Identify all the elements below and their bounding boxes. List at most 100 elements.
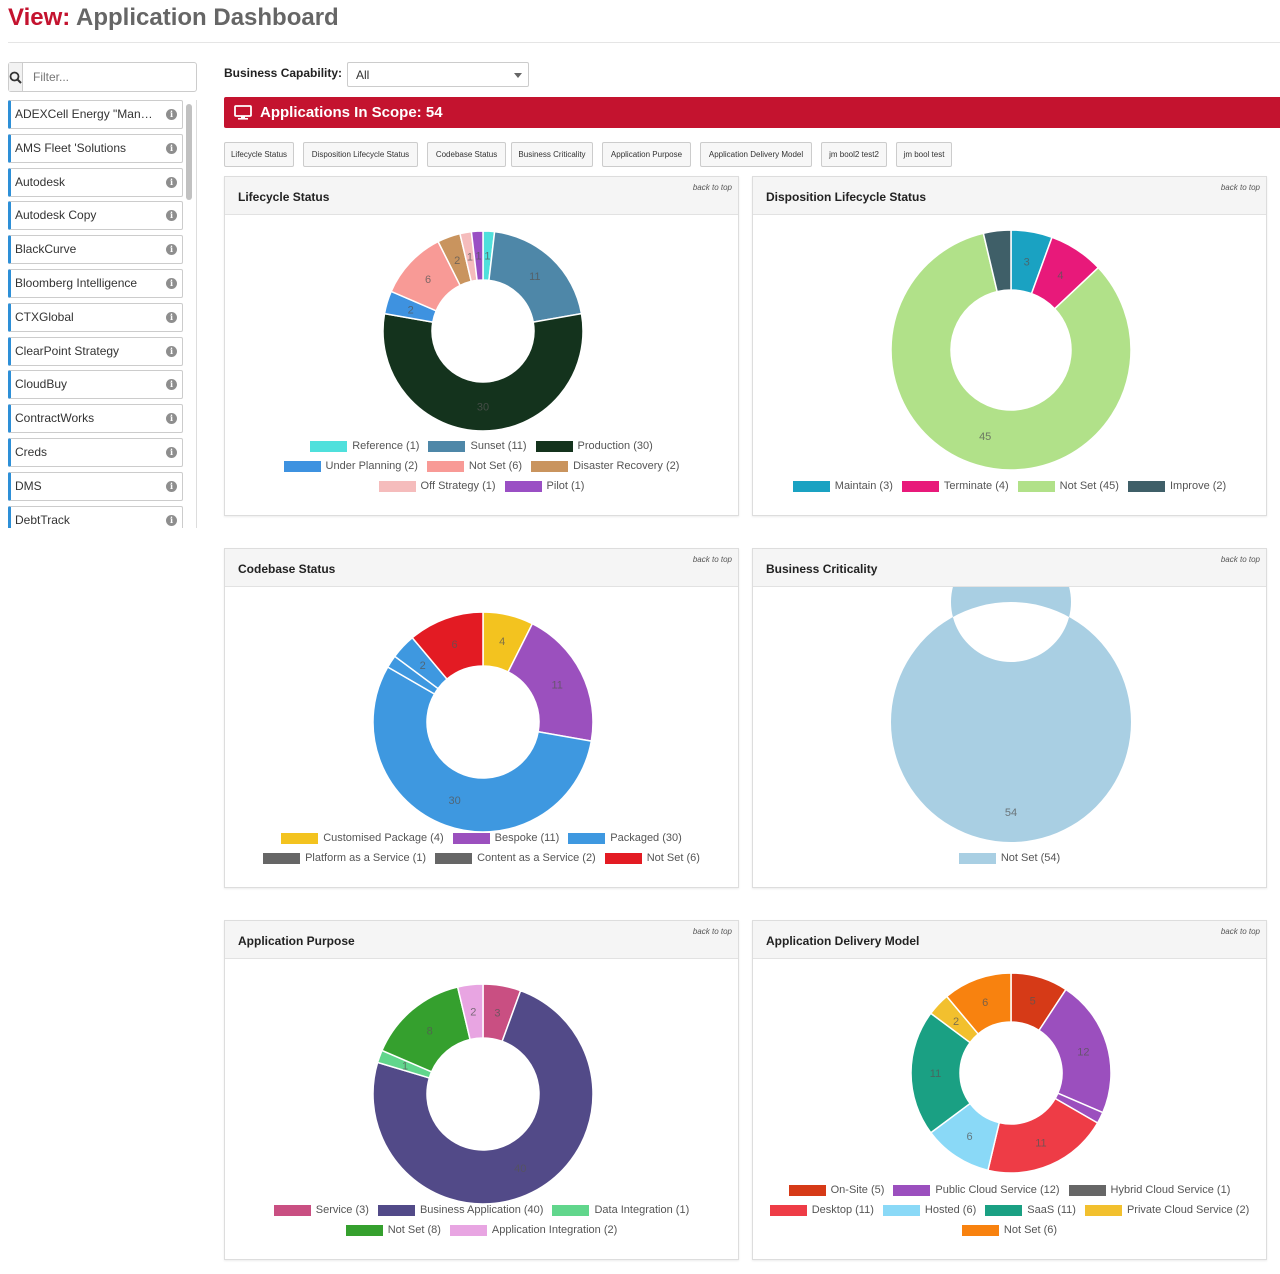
info-icon[interactable]: i	[166, 480, 177, 492]
legend-swatch	[961, 1224, 999, 1236]
legend-item[interactable]: Reference (1)	[310, 440, 419, 452]
legend-item[interactable]: SaaS (11)	[985, 1204, 1076, 1216]
legend-item[interactable]: Hybrid Cloud Service (1)	[1068, 1184, 1230, 1196]
application-list-item[interactable]: DebtTrack i	[8, 505, 183, 528]
info-icon[interactable]: i	[166, 142, 177, 154]
legend-item[interactable]: Data Integration (1)	[552, 1204, 689, 1216]
search-input[interactable]	[23, 63, 198, 91]
slice-value-label: 3	[494, 1007, 500, 1019]
back-to-top-link[interactable]: back to top	[692, 927, 732, 936]
info-icon[interactable]: i	[166, 514, 177, 526]
legend-item[interactable]: Not Set (6)	[961, 1224, 1057, 1236]
legend-item[interactable]: Hosted (6)	[882, 1204, 976, 1216]
donut-slice[interactable]	[382, 312, 584, 432]
application-list-item[interactable]: ADEXCell Energy "Manager" i	[8, 100, 183, 129]
application-name: ContractWorks	[15, 411, 95, 426]
tab-codebase-status[interactable]: Codebase Status	[427, 142, 506, 167]
tab-jm-bool2-test2[interactable]: jm bool2 test2	[821, 142, 887, 167]
legend-item[interactable]: Service (3)	[273, 1204, 369, 1216]
info-icon[interactable]: i	[166, 345, 177, 357]
panel-business-criticality: Business Criticality back to top 54 Not S…	[752, 548, 1267, 888]
donut-slice[interactable]	[891, 587, 1131, 842]
back-to-top-link[interactable]: back to top	[692, 555, 732, 564]
tab-lifecycle-status[interactable]: Lifecycle Status	[224, 142, 294, 167]
legend-item[interactable]: Improve (2)	[1127, 480, 1226, 492]
sidebar-scrollbar[interactable]	[186, 104, 192, 200]
info-icon[interactable]: i	[166, 277, 177, 289]
donut-slice[interactable]	[372, 665, 593, 833]
legend-item[interactable]: Terminate (4)	[901, 480, 1009, 492]
tab-application-purpose[interactable]: Application Purpose	[602, 142, 691, 167]
info-icon[interactable]: i	[166, 176, 177, 188]
legend-item[interactable]: On-Site (5)	[788, 1184, 884, 1196]
legend-item[interactable]: Not Set (6)	[426, 460, 522, 472]
application-list-item[interactable]: Autodesk i	[8, 167, 183, 197]
info-icon[interactable]: i	[166, 244, 177, 256]
panel-title: Application Purpose	[238, 934, 355, 948]
donut-slice[interactable]	[890, 232, 1132, 471]
tab-disposition-lifecycle-status[interactable]: Disposition Lifecycle Status	[303, 142, 418, 167]
legend-item[interactable]: Off Strategy (1)	[378, 480, 496, 492]
tab-jm-bool-test[interactable]: jm bool test	[896, 142, 952, 167]
legend-item[interactable]: Private Cloud Service (2)	[1084, 1204, 1249, 1216]
legend-item[interactable]: Content as a Service (2)	[435, 852, 596, 864]
legend-item[interactable]: Not Set (8)	[345, 1224, 441, 1236]
panel-title: Disposition Lifecycle Status	[766, 190, 927, 204]
legend-swatch	[1127, 480, 1165, 492]
legend-item[interactable]: Under Planning (2)	[283, 460, 418, 472]
info-icon[interactable]: i	[166, 109, 177, 120]
donut-slice[interactable]	[488, 230, 583, 324]
application-list-item[interactable]: AMS Fleet 'Solutions i	[8, 133, 183, 163]
legend-item[interactable]: Maintain (3)	[792, 480, 893, 492]
application-list-item[interactable]: BlackCurve i	[8, 235, 183, 265]
application-list-item[interactable]: DMS i	[8, 471, 183, 501]
search-button[interactable]	[9, 63, 23, 91]
legend-item[interactable]: Business Application (40)	[377, 1204, 543, 1216]
legend-item[interactable]: Platform as a Service (1)	[263, 852, 426, 864]
application-list-item[interactable]: Creds i	[8, 437, 183, 467]
back-to-top-link[interactable]: back to top	[1220, 555, 1260, 564]
info-icon[interactable]: i	[166, 311, 177, 323]
legend-item[interactable]: Sunset (11)	[428, 440, 527, 452]
legend-item[interactable]: Not Set (45)	[1017, 480, 1119, 492]
application-list-item[interactable]: CTXGlobal i	[8, 302, 183, 332]
business-capability-select[interactable]: All	[347, 62, 529, 87]
legend-item[interactable]: Public Cloud Service (12)	[893, 1184, 1060, 1196]
info-icon[interactable]: i	[166, 413, 177, 425]
legend-item[interactable]: Disaster Recovery (2)	[531, 460, 679, 472]
donut-slice[interactable]	[910, 1012, 972, 1134]
tab-business-criticality[interactable]: Business Criticality	[511, 142, 593, 167]
application-name: ClearPoint Strategy	[15, 343, 120, 358]
legend-item[interactable]: Production (30)	[535, 440, 653, 452]
donut-slice[interactable]	[987, 1097, 1099, 1174]
donut-slice[interactable]	[982, 229, 1012, 293]
legend-item[interactable]: Not Set (54)	[958, 852, 1060, 864]
slice-value-label: 4	[1057, 270, 1063, 282]
legend-item[interactable]: Desktop (11)	[769, 1204, 874, 1216]
application-list-item[interactable]: Autodesk Copy i	[8, 201, 183, 231]
tab-application-delivery-model[interactable]: Application Delivery Model	[700, 142, 812, 167]
donut-slice[interactable]	[456, 983, 484, 1041]
legend-item[interactable]: Bespoke (11)	[452, 832, 559, 844]
application-list-item[interactable]: CloudBuy i	[8, 370, 183, 400]
back-to-top-link[interactable]: back to top	[1220, 927, 1260, 936]
info-icon[interactable]: i	[166, 446, 177, 458]
legend-item[interactable]: Application Integration (2)	[449, 1224, 617, 1236]
legend-item[interactable]: Customised Package (4)	[281, 832, 444, 844]
application-list-item[interactable]: Bloomberg Intelligence i	[8, 268, 183, 298]
donut-slice[interactable]	[507, 622, 594, 742]
legend-item[interactable]: Pilot (1)	[504, 480, 584, 492]
donut-slice[interactable]	[411, 611, 484, 681]
back-to-top-link[interactable]: back to top	[1220, 183, 1260, 192]
info-icon[interactable]: i	[166, 379, 177, 391]
donut-slice[interactable]	[372, 989, 594, 1205]
application-list-item[interactable]: ContractWorks i	[8, 404, 183, 434]
donut-slice[interactable]	[470, 230, 484, 282]
info-icon[interactable]: i	[166, 210, 177, 222]
application-list-item[interactable]: ClearPoint Strategy i	[8, 336, 183, 366]
donut-slice[interactable]	[1037, 988, 1112, 1114]
legend-item[interactable]: Not Set (6)	[604, 852, 700, 864]
legend-item[interactable]: Packaged (30)	[568, 832, 682, 844]
back-to-top-link[interactable]: back to top	[692, 183, 732, 192]
donut-slice[interactable]	[945, 972, 1012, 1035]
